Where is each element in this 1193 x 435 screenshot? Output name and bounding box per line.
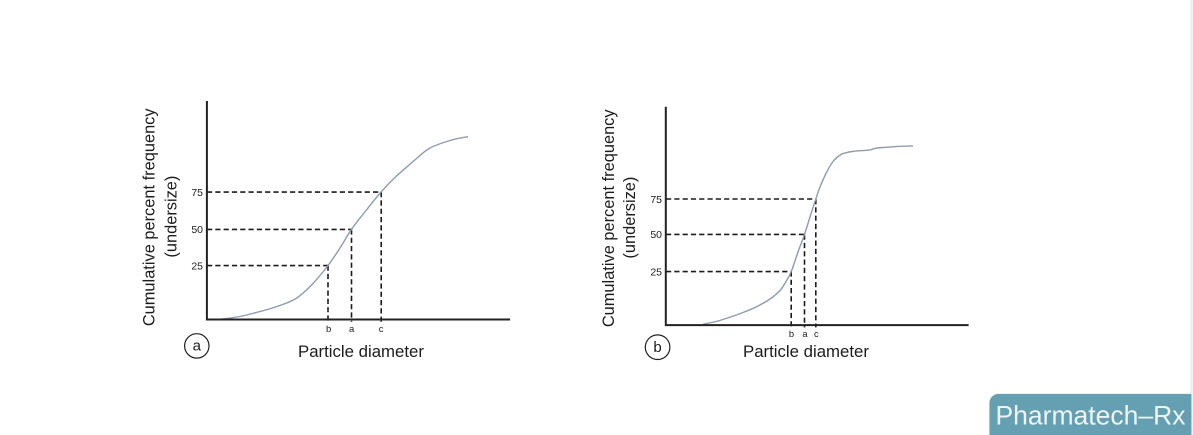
svg-text:75: 75: [191, 187, 203, 199]
svg-text:25: 25: [191, 260, 203, 272]
svg-text:25: 25: [650, 266, 662, 278]
svg-text:a: a: [193, 337, 202, 354]
svg-text:b: b: [326, 324, 331, 335]
svg-text:75: 75: [650, 194, 662, 206]
svg-text:a: a: [349, 324, 355, 335]
svg-text:b: b: [789, 329, 794, 339]
svg-text:50: 50: [650, 229, 662, 241]
svg-text:Pharmatech–Rx: Pharmatech–Rx: [996, 401, 1186, 431]
svg-text:Particle diameter: Particle diameter: [743, 342, 869, 361]
svg-text:(undersize): (undersize): [621, 177, 639, 259]
svg-text:c: c: [379, 324, 384, 335]
svg-text:b: b: [653, 339, 661, 356]
svg-text:Particle diameter: Particle diameter: [298, 342, 424, 361]
svg-text:Cumulative percent frequency: Cumulative percent frequency: [140, 108, 158, 327]
svg-text:a: a: [802, 329, 808, 339]
svg-text:c: c: [814, 329, 819, 339]
svg-text:Cumulative percent frequency: Cumulative percent frequency: [600, 109, 618, 328]
svg-text:50: 50: [191, 224, 203, 236]
svg-text:(undersize): (undersize): [163, 176, 181, 258]
